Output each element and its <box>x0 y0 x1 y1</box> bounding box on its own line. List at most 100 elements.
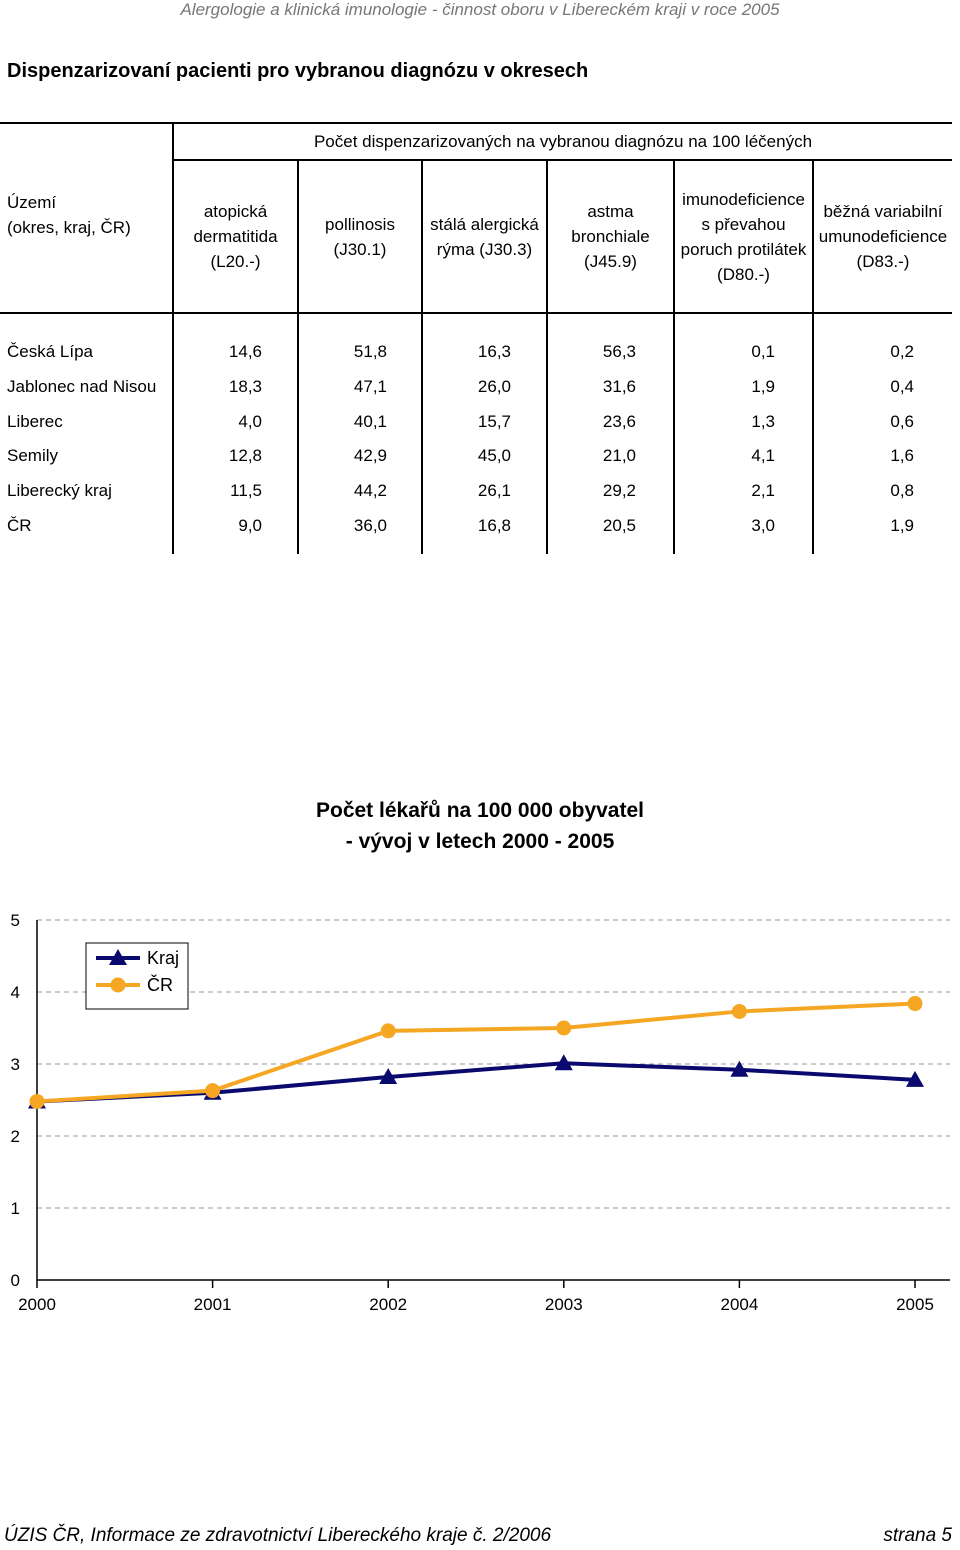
table-cell: 3,0 <box>751 516 775 535</box>
table-cell: 1,3 <box>751 412 775 431</box>
table-vline <box>297 159 299 554</box>
table-cell: 26,1 <box>477 481 511 500</box>
table-cell: 45,0 <box>477 446 511 465</box>
table-cell: 56,3 <box>602 342 636 361</box>
table-cell: 40,1 <box>353 412 387 431</box>
data-point <box>906 1070 924 1087</box>
chart-title-line: - vývoj v letech 2000 - 2005 <box>345 830 615 853</box>
y-tick-label: 2 <box>11 1127 20 1146</box>
data-point <box>554 1054 573 1071</box>
data-point <box>205 1083 221 1099</box>
column-header-line: atopická <box>203 202 268 221</box>
row-name: Liberecký kraj <box>7 481 112 500</box>
column-header-immunodeficiency-d80: imunodeficience s převahou poruch protil… <box>675 161 812 312</box>
table-cell: 36,0 <box>353 516 387 535</box>
table-vline <box>812 159 814 554</box>
column-header-line: dermatitida <box>193 227 278 246</box>
table-cell: 42,9 <box>353 446 387 465</box>
table-top-rule <box>0 122 952 124</box>
table-cell: 0,1 <box>751 342 775 361</box>
data-point <box>379 1067 398 1084</box>
y-tick-label: 4 <box>11 983 20 1002</box>
table-group-header: Počet dispenzarizovaných na vybranou dia… <box>313 132 813 151</box>
x-tick-label: 2002 <box>369 1295 407 1310</box>
data-point <box>907 996 923 1012</box>
table-vline <box>172 122 174 554</box>
table-cell: 23,6 <box>602 412 636 431</box>
x-tick-label: 2001 <box>194 1295 232 1310</box>
column-header-line: s převahou <box>701 214 786 234</box>
table-cell: 44,2 <box>353 481 387 500</box>
page-header: Alergologie a klinická imunologie - činn… <box>180 0 780 19</box>
table-cell: 16,8 <box>477 516 511 535</box>
column-header-line: (D83.-) <box>856 252 910 271</box>
table-cell: 0,6 <box>890 412 914 431</box>
header-bottom-rule <box>0 312 952 314</box>
table-cell: 29,2 <box>602 481 636 500</box>
territory-header-line: Území <box>7 193 57 212</box>
row-name: Jablonec nad Nisou <box>7 377 157 396</box>
group-header-rule <box>172 159 952 161</box>
row-name: Česká Lípa <box>7 342 93 361</box>
legend-label: ČR <box>147 974 173 995</box>
table-cell: 15,7 <box>477 412 511 431</box>
chart-title: Počet lékařů na 100 000 obyvatel - vývoj… <box>0 795 960 857</box>
column-header-line: (L20.-) <box>210 252 261 271</box>
row-name: ČR <box>7 516 32 535</box>
table-cell: 0,4 <box>890 377 914 396</box>
column-header-immunodeficiency-d83: běžná variabilní umunodeficience (D83.-) <box>814 161 952 312</box>
table-vline <box>673 159 675 554</box>
legend-marker <box>110 977 126 993</box>
table-cell: 31,6 <box>602 377 636 396</box>
y-tick-label: 3 <box>11 1055 20 1074</box>
y-tick-label: 1 <box>11 1199 20 1218</box>
y-tick-label: 0 <box>11 1271 20 1290</box>
column-header-line: imunodeficience <box>682 189 805 209</box>
column-header-line: poruch protilátek <box>680 239 807 259</box>
column-header-line: běžná variabilní <box>823 202 943 221</box>
line-chart: 0 1 2 3 4 5 2000 2001 2002 2003 2004 2005 Kraj ČR <box>11 911 950 1310</box>
series-line-kraj <box>36 1061 916 1104</box>
table-cell: 14,6 <box>228 342 262 361</box>
table-vline <box>421 159 423 554</box>
column-header-line: (J30.1) <box>333 239 387 259</box>
table-cell: 21,0 <box>602 446 636 465</box>
column-header-pollinosis: pollinosis (J30.1) <box>299 161 421 312</box>
y-tick-label: 5 <box>11 911 20 930</box>
data-point <box>731 1003 747 1019</box>
column-header-line: (D80.-) <box>717 264 770 284</box>
table-cell: 9,0 <box>238 516 262 535</box>
page-title: Dispenzarizovaní pacienti pro vybranou d… <box>7 60 589 82</box>
table-cell: 47,1 <box>353 377 387 396</box>
data-point <box>29 1093 45 1109</box>
legend-label: Kraj <box>147 948 179 968</box>
column-header-asthma: astma bronchiale (J45.9) <box>548 161 673 312</box>
table-cell: 18,3 <box>228 377 262 396</box>
footer-source: ÚZIS ČR, Informace ze zdravotnictví Libe… <box>4 1525 552 1546</box>
column-header-atopic-dermatitis: atopická dermatitida (L20.-) <box>174 161 297 312</box>
column-header-line: astma <box>587 202 634 221</box>
column-header-allergic-rhinitis: stálá alergická rýma (J30.3) <box>423 161 546 312</box>
table-cell: 0,8 <box>890 481 914 500</box>
column-header-line: pollinosis <box>325 214 395 234</box>
data-point <box>730 1060 749 1077</box>
table-cell: 26,0 <box>477 377 511 396</box>
chart-title-line: Počet lékařů na 100 000 obyvatel <box>315 799 644 822</box>
table-cell: 1,6 <box>890 446 914 465</box>
x-tick-label: 2005 <box>896 1295 934 1310</box>
series-line-cr <box>36 1001 916 1104</box>
column-header-line: rýma (J30.3) <box>436 239 533 259</box>
footer-page-number: strana 5 <box>883 1525 952 1546</box>
table-cell: 0,2 <box>890 342 914 361</box>
table-vline <box>546 159 548 554</box>
column-header-line: bronchiale <box>571 227 650 246</box>
table-cell: 20,5 <box>602 516 636 535</box>
diagnosis-table: Počet dispenzarizovaných na vybranou dia… <box>0 122 952 554</box>
table-cell: 11,5 <box>230 481 262 500</box>
territory-header: Území (okres, kraj, ČR) <box>7 190 167 240</box>
table-cell: 16,3 <box>477 342 511 361</box>
table-cell: 2,1 <box>751 481 775 500</box>
x-tick-label: 2003 <box>545 1295 583 1310</box>
row-name: Liberec <box>7 412 63 431</box>
table-cell: 51,8 <box>353 342 387 361</box>
